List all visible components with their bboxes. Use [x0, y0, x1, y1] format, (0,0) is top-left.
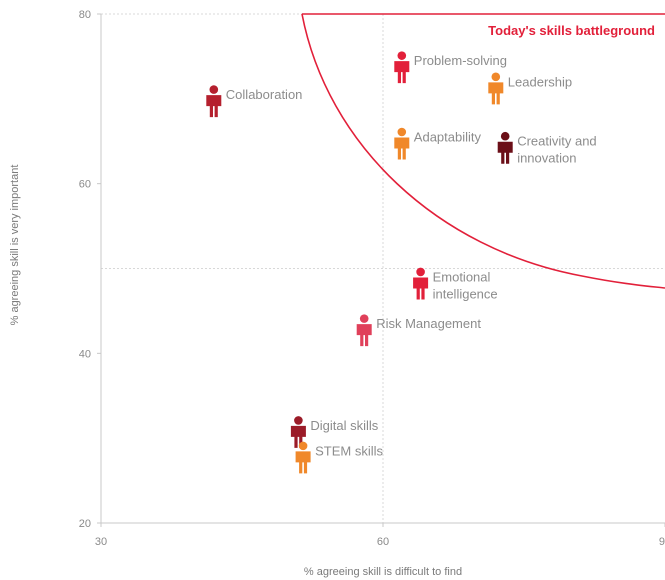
point-label-line: Collaboration: [226, 87, 303, 102]
person-body: [206, 95, 222, 118]
person-body: [295, 451, 311, 474]
person-head: [209, 85, 219, 94]
x-axis-title: % agreeing skill is difficult to find: [304, 566, 462, 578]
y-axis-title: % agreeing skill is very important: [9, 165, 21, 326]
person-head: [294, 416, 303, 425]
person-body: [394, 61, 410, 84]
person-head: [397, 127, 407, 137]
point-label-line: STEM skills: [315, 443, 383, 458]
person-icon: [295, 441, 311, 474]
y-tick-label: 40: [79, 348, 91, 360]
point-label: Collaboration: [226, 87, 303, 102]
point-label: Emotional intelligence: [433, 269, 498, 301]
region-label: Today's skills battleground: [488, 23, 655, 38]
person-head: [359, 314, 369, 323]
y-tick-label: 20: [79, 518, 91, 530]
person-icon: [356, 314, 372, 347]
person-head: [491, 72, 501, 82]
person-icon: [413, 267, 429, 300]
point-label: Leadership: [508, 74, 572, 89]
point-label-line: Emotional: [433, 269, 491, 284]
person-icon: [394, 51, 410, 84]
point-label-line: Digital skills: [310, 418, 378, 433]
person-icon: [394, 127, 410, 160]
x-tick-label: 60: [377, 536, 389, 548]
point-label: Adaptability: [414, 129, 482, 144]
point-label-line: Creativity and: [517, 134, 596, 149]
person-icon: [497, 131, 513, 164]
person-icon: [206, 85, 222, 118]
point-label-line: Adaptability: [414, 129, 482, 144]
x-tick-label: 30: [95, 536, 107, 548]
point-label: Digital skills: [310, 418, 378, 433]
y-tick-label: 80: [79, 9, 91, 21]
person-head: [416, 267, 425, 277]
point-label: Risk Management: [376, 316, 481, 331]
person-icon: [488, 72, 504, 105]
person-head: [397, 51, 407, 60]
point-label-line: Problem-solving: [414, 53, 507, 68]
person-body: [488, 82, 504, 105]
point-label-line: Leadership: [508, 74, 572, 89]
person-body: [394, 137, 410, 160]
point-label-line: Risk Management: [376, 316, 481, 331]
point-label: Creativity and innovation: [517, 134, 596, 166]
battleground-boundary: [301, 13, 665, 289]
person-body: [497, 141, 513, 164]
person-body: [356, 324, 372, 347]
point-label: Problem-solving: [414, 53, 507, 68]
person-head: [298, 441, 308, 451]
y-tick-label: 60: [79, 179, 91, 191]
x-tick-label: 90: [659, 536, 665, 548]
point-label-line: innovation: [517, 151, 576, 166]
point-label-line: intelligence: [433, 286, 498, 301]
person-body: [413, 277, 429, 300]
person-head: [500, 131, 510, 141]
point-label: STEM skills: [315, 443, 383, 458]
